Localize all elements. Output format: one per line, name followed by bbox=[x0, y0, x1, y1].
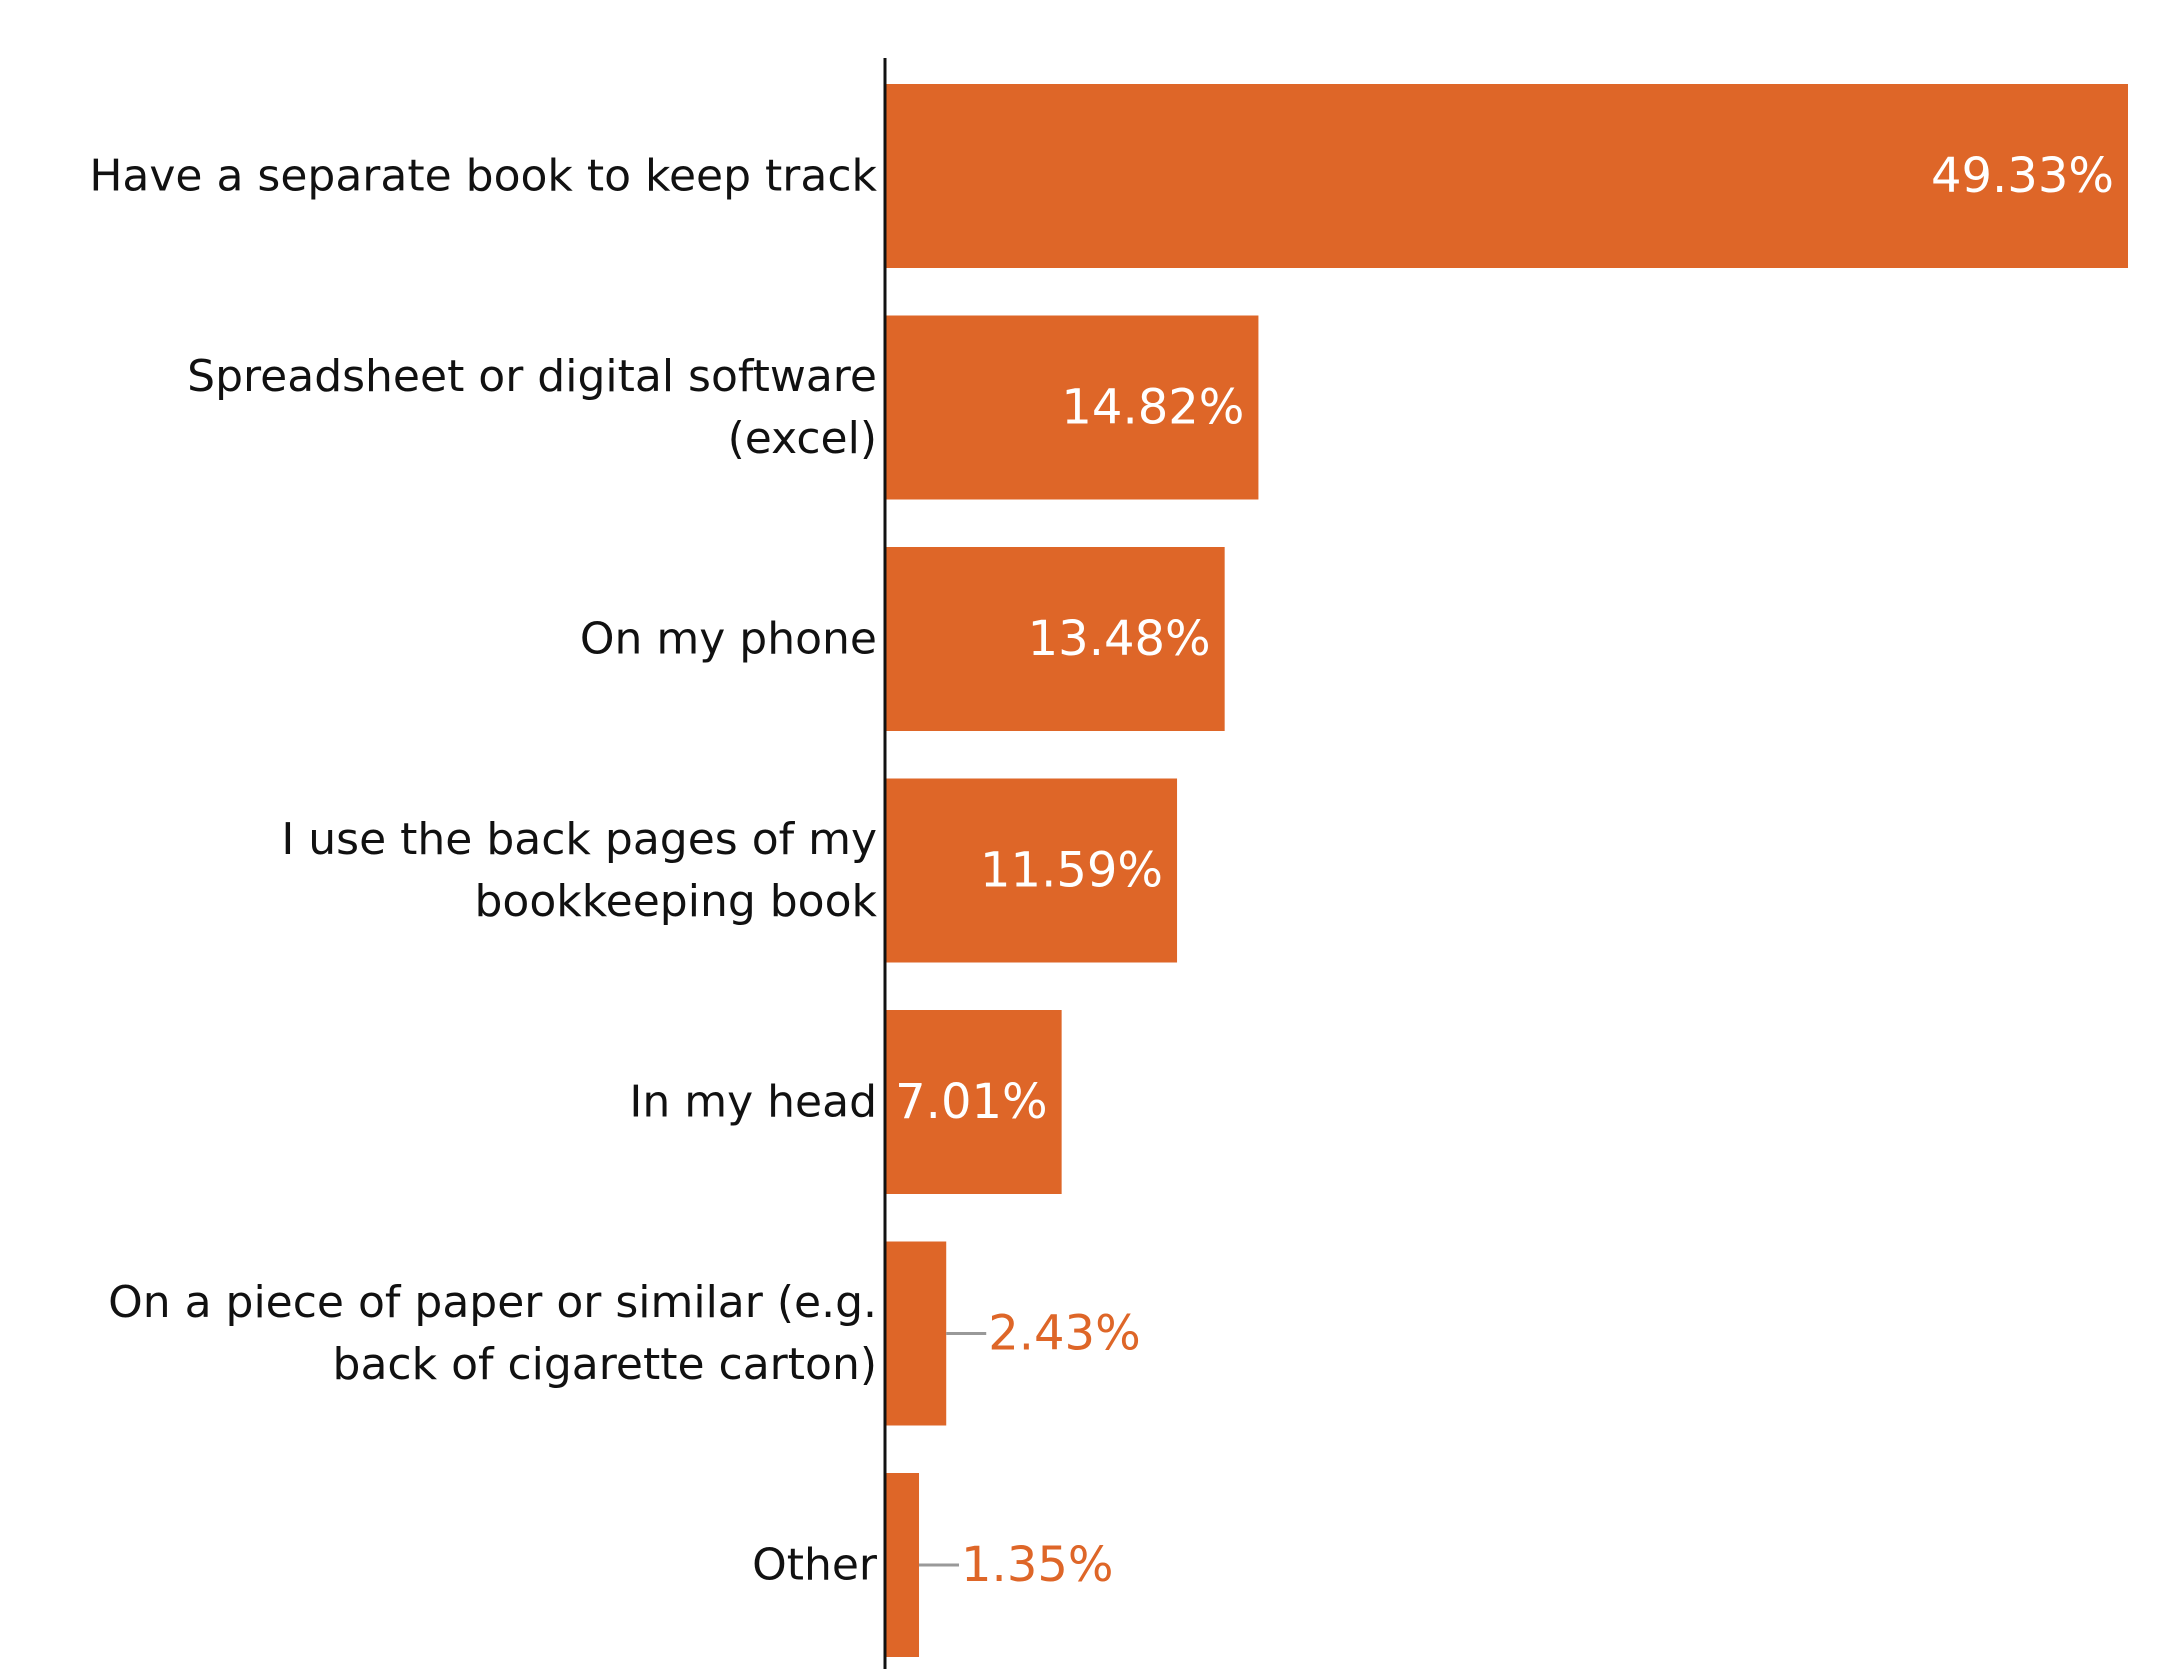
bars-group bbox=[885, 84, 2128, 1657]
value-labels-group: 49.33% 14.82% 13.48% 11.59% 7.01% 2.43% 1.35% bbox=[895, 148, 2114, 1593]
bar-4 bbox=[885, 778, 1178, 963]
bar-3 bbox=[885, 547, 1225, 731]
bar-1 bbox=[885, 84, 2128, 268]
category-label-line: back of cigarette carton) bbox=[333, 1339, 877, 1390]
category-label-line: Spreadsheet or digital software bbox=[187, 351, 877, 402]
category-label-line: In my head bbox=[629, 1077, 877, 1128]
bar-2 bbox=[885, 315, 1259, 500]
value-label-6: 2.43% bbox=[988, 1306, 1140, 1362]
value-label-7: 1.35% bbox=[961, 1537, 1113, 1593]
category-label-line: I use the back pages of my bbox=[281, 814, 877, 865]
bar-5 bbox=[885, 1010, 1062, 1194]
category-label-5: In my head bbox=[629, 1077, 877, 1128]
value-label-2: 14.82% bbox=[1061, 380, 1244, 436]
category-label-7: Other bbox=[752, 1540, 878, 1591]
bar-6 bbox=[885, 1241, 947, 1426]
value-label-5: 7.01% bbox=[895, 1074, 1047, 1130]
value-label-4: 11.59% bbox=[980, 843, 1163, 899]
category-label-line: On my phone bbox=[580, 614, 877, 665]
category-label-1: Have a separate book to keep track bbox=[89, 151, 877, 202]
category-label-line: Other bbox=[752, 1540, 878, 1591]
bar-7 bbox=[885, 1473, 920, 1657]
value-label-1: 49.33% bbox=[1931, 148, 2114, 204]
category-label-line: (excel) bbox=[728, 413, 877, 464]
category-label-2: Spreadsheet or digital software (excel) bbox=[187, 351, 877, 464]
value-label-3: 13.48% bbox=[1028, 611, 1211, 667]
category-label-3: On my phone bbox=[580, 614, 877, 665]
category-label-6: On a piece of paper or similar (e.g. back… bbox=[108, 1277, 877, 1390]
category-label-4: I use the back pages of my bookkeeping bo… bbox=[281, 814, 877, 927]
category-label-line: bookkeeping book bbox=[474, 876, 877, 927]
category-label-line: On a piece of paper or similar (e.g. bbox=[108, 1277, 877, 1328]
category-label-line: Have a separate book to keep track bbox=[89, 151, 877, 202]
category-labels-group: Have a separate book to keep track Spread… bbox=[89, 151, 878, 1591]
